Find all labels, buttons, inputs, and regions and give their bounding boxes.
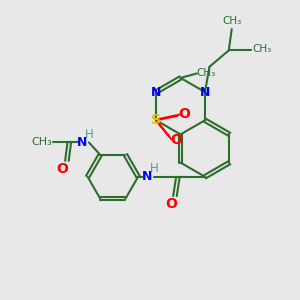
Text: N: N (200, 85, 210, 98)
Text: CH₃: CH₃ (31, 137, 52, 147)
Text: O: O (166, 196, 177, 211)
Text: H: H (150, 162, 159, 175)
Text: CH₃: CH₃ (253, 44, 272, 54)
Text: N: N (142, 170, 152, 183)
Text: CH₃: CH₃ (197, 68, 216, 79)
Text: N: N (77, 136, 88, 149)
Text: O: O (170, 133, 182, 147)
Text: N: N (151, 85, 161, 98)
Text: O: O (178, 107, 190, 121)
Text: H: H (85, 128, 94, 141)
Text: O: O (56, 162, 68, 176)
Text: S: S (151, 113, 161, 127)
Text: CH₃: CH₃ (223, 16, 242, 26)
